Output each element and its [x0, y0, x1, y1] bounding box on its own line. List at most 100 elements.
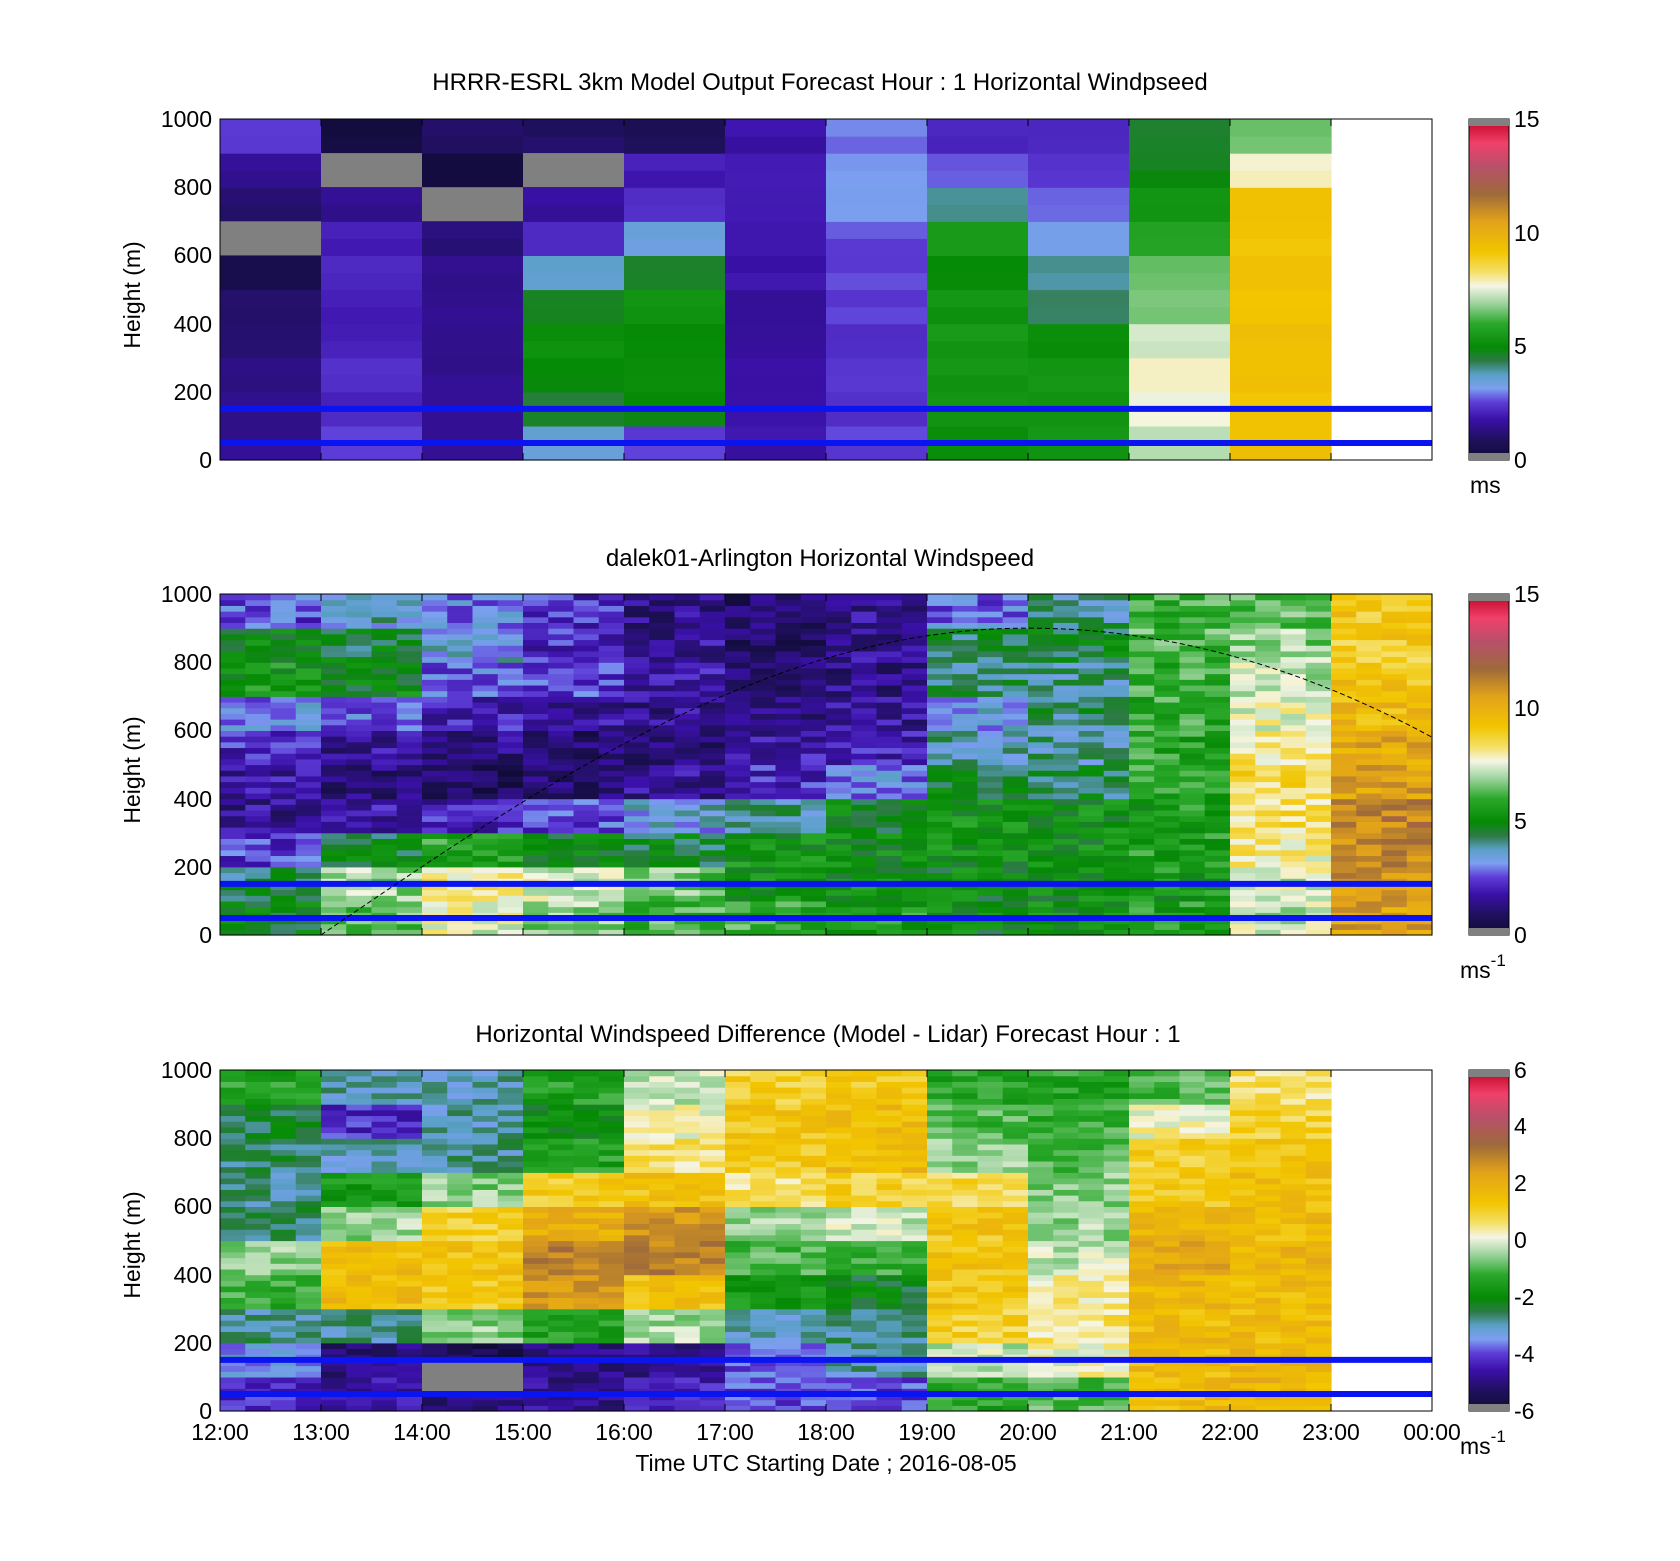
heatmap-cell [977, 1291, 1004, 1298]
heatmap-cell [851, 1177, 878, 1185]
heatmap-cell [674, 753, 701, 760]
heatmap-cell [851, 1274, 878, 1281]
heatmap-cell [826, 187, 928, 205]
heatmap-cell [725, 832, 751, 839]
heatmap-cell [1179, 633, 1206, 641]
heatmap-cell [952, 690, 979, 697]
heatmap-cell [422, 895, 448, 902]
heatmap-cell [422, 736, 448, 743]
heatmap-cell [699, 1229, 726, 1236]
heatmap-cell [1406, 929, 1433, 936]
heatmap-cell [851, 1217, 878, 1225]
heatmap-cell [598, 770, 625, 777]
heatmap-cell [674, 1280, 701, 1287]
heatmap-cell [750, 662, 777, 669]
heatmap-cell [321, 827, 347, 834]
heatmap-cell [1230, 357, 1332, 376]
heatmap-cell [523, 736, 549, 743]
heatmap-cell [346, 889, 373, 896]
heatmap-cell [497, 804, 524, 811]
heatmap-cell [927, 719, 953, 726]
heatmap-cell [876, 1217, 903, 1225]
heatmap-cell [396, 1177, 423, 1185]
heatmap-cell [447, 1320, 474, 1327]
heatmap-cell [826, 1314, 852, 1321]
heatmap-cell [624, 633, 650, 641]
heatmap-cell [523, 730, 549, 737]
heatmap-cell [725, 1371, 751, 1378]
heatmap-cell [1154, 872, 1181, 879]
heatmap-cell [573, 1212, 600, 1219]
heatmap-cell [725, 1393, 751, 1401]
heatmap-cell [876, 650, 903, 658]
heatmap-cell [1078, 741, 1105, 749]
heatmap-cell [674, 1365, 701, 1372]
heatmap-cell [1028, 679, 1054, 686]
heatmap-cell [447, 1393, 474, 1401]
heatmap-cell [674, 1126, 701, 1134]
heatmap-cell [977, 1297, 1004, 1304]
heatmap-cell [523, 690, 549, 697]
heatmap-cell [346, 929, 373, 936]
heatmap-cell [447, 1177, 474, 1185]
heatmap-cell [573, 1342, 600, 1350]
heatmap-cell [396, 1291, 423, 1298]
heatmap-cell [1002, 838, 1029, 845]
heatmap-cell [1255, 923, 1282, 930]
heatmap-cell [295, 622, 322, 629]
heatmap-cell [952, 821, 979, 828]
heatmap-cell [1103, 900, 1130, 908]
heatmap-cell [1129, 340, 1231, 359]
heatmap-cell [1078, 594, 1105, 601]
heatmap-cell [1280, 917, 1307, 925]
heatmap-cell [800, 747, 827, 754]
heatmap-cell [851, 815, 878, 822]
heatmap-cell [245, 827, 272, 834]
heatmap-cell [548, 662, 575, 669]
heatmap-cell [1331, 855, 1357, 862]
heatmap-cell [346, 1223, 373, 1230]
heatmap-cell [876, 1331, 903, 1338]
heatmap-cell [1154, 690, 1181, 697]
heatmap-cell [1204, 747, 1231, 754]
heatmap-cell [1204, 673, 1231, 680]
heatmap-cell [901, 917, 928, 925]
heatmap-cell [851, 1320, 878, 1327]
heatmap-cell [396, 1070, 423, 1077]
heatmap-cell [523, 1234, 549, 1242]
heatmap-cell [1078, 906, 1105, 913]
overlays [220, 627, 1433, 936]
heatmap-cell [826, 1365, 852, 1372]
heatmap-cell [598, 1342, 625, 1350]
heatmap-cell [1406, 787, 1433, 794]
heatmap-cell [523, 1303, 549, 1310]
heatmap-cell [1204, 684, 1231, 692]
heatmap-cell [447, 1212, 474, 1219]
heatmap-cell [371, 639, 398, 646]
heatmap-cell [220, 753, 246, 760]
heatmap-cell [321, 1314, 347, 1321]
heatmap-cell [447, 1121, 474, 1128]
heatmap-cell [1129, 883, 1155, 891]
heatmap-cell [649, 1325, 676, 1333]
heatmap-cell [1255, 804, 1282, 811]
heatmap-cell [1280, 815, 1307, 822]
heatmap-cell [1028, 605, 1054, 612]
heatmap-cell [598, 736, 625, 743]
heatmap-cell [396, 1359, 423, 1367]
heatmap-cell [270, 1223, 297, 1230]
heatmap-cell [674, 599, 701, 606]
heatmap-cell [1154, 792, 1181, 800]
heatmap-cell [826, 221, 928, 239]
heatmap-cell [699, 923, 726, 930]
heatmap-cell [396, 736, 423, 743]
heatmap-cell [800, 656, 827, 663]
heatmap-cell [624, 1331, 650, 1338]
heatmap-cell [396, 1393, 423, 1401]
heatmap-cell [725, 1098, 751, 1105]
heatmap-cell [1002, 821, 1029, 828]
heatmap-cell [371, 872, 398, 879]
heatmap-cell [1331, 929, 1357, 936]
heatmap-cell [548, 736, 575, 743]
heatmap-cell [1280, 764, 1307, 771]
